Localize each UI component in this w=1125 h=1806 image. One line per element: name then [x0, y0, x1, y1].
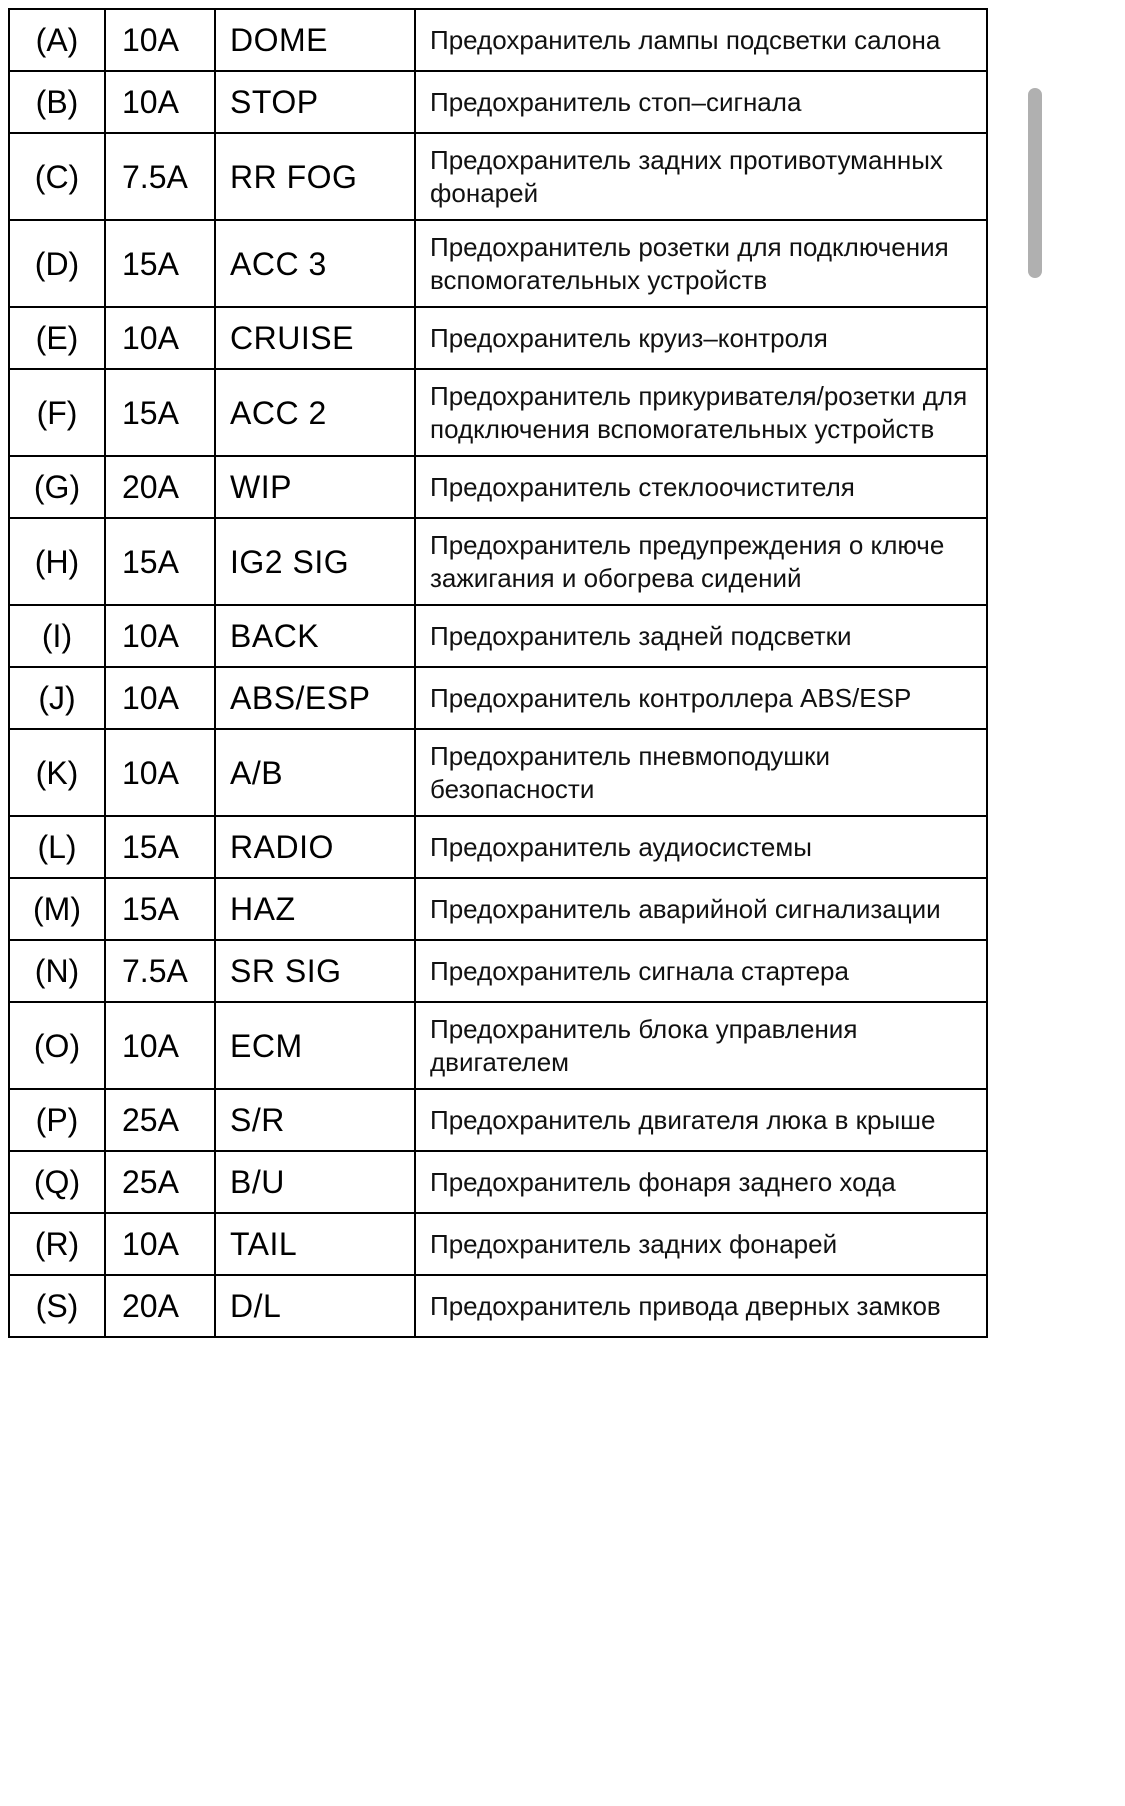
cell-id: (K): [9, 729, 105, 816]
cell-id: (F): [9, 369, 105, 456]
cell-id: (N): [9, 940, 105, 1002]
cell-id: (D): [9, 220, 105, 307]
cell-id: (M): [9, 878, 105, 940]
cell-description: Предохранитель сигнала стартера: [415, 940, 987, 1002]
cell-amperage: 10A: [105, 1213, 215, 1275]
scrollbar-thumb[interactable]: [1028, 88, 1042, 278]
cell-amperage: 10A: [105, 605, 215, 667]
table-row: (G)20AWIPПредохранитель стеклоочистителя: [9, 456, 987, 518]
table-row: (M)15AHAZПредохранитель аварийной сигнал…: [9, 878, 987, 940]
cell-id: (G): [9, 456, 105, 518]
cell-amperage: 10A: [105, 667, 215, 729]
cell-code: ACC 2: [215, 369, 415, 456]
cell-id: (A): [9, 9, 105, 71]
cell-description: Предохранитель задней подсветки: [415, 605, 987, 667]
table-row: (B)10ASTOPПредохранитель стоп–сигнала: [9, 71, 987, 133]
cell-amperage: 15A: [105, 369, 215, 456]
cell-amperage: 15A: [105, 878, 215, 940]
scrollbar-track[interactable]: [1028, 88, 1046, 588]
cell-amperage: 10A: [105, 9, 215, 71]
cell-description: Предохранитель розетки для подключения в…: [415, 220, 987, 307]
cell-description: Предохранитель предупреждения о ключе за…: [415, 518, 987, 605]
cell-id: (R): [9, 1213, 105, 1275]
cell-code: STOP: [215, 71, 415, 133]
cell-code: WIP: [215, 456, 415, 518]
cell-id: (C): [9, 133, 105, 220]
table-row: (N)7.5ASR SIGПредохранитель сигнала стар…: [9, 940, 987, 1002]
cell-amperage: 10A: [105, 1002, 215, 1089]
cell-code: A/B: [215, 729, 415, 816]
cell-code: B/U: [215, 1151, 415, 1213]
table-row: (E)10ACRUISEПредохранитель круиз–контрол…: [9, 307, 987, 369]
cell-code: ABS/ESP: [215, 667, 415, 729]
cell-id: (I): [9, 605, 105, 667]
cell-description: Предохранитель двигателя люка в крыше: [415, 1089, 987, 1151]
cell-amperage: 15A: [105, 518, 215, 605]
cell-description: Предохранитель привода дверных замков: [415, 1275, 987, 1337]
cell-description: Предохранитель задних противотуманных фо…: [415, 133, 987, 220]
cell-code: SR SIG: [215, 940, 415, 1002]
fuse-table-body: (A)10ADOMEПредохранитель лампы подсветки…: [9, 9, 987, 1337]
table-row: (K)10AA/BПредохранитель пневмоподушки бе…: [9, 729, 987, 816]
cell-id: (J): [9, 667, 105, 729]
cell-id: (O): [9, 1002, 105, 1089]
cell-amperage: 10A: [105, 71, 215, 133]
cell-code: CRUISE: [215, 307, 415, 369]
cell-id: (P): [9, 1089, 105, 1151]
cell-description: Предохранитель задних фонарей: [415, 1213, 987, 1275]
cell-amperage: 15A: [105, 220, 215, 307]
cell-code: ACC 3: [215, 220, 415, 307]
table-row: (F)15AACC 2Предохранитель прикуривателя/…: [9, 369, 987, 456]
cell-amperage: 20A: [105, 1275, 215, 1337]
cell-amperage: 7.5A: [105, 133, 215, 220]
cell-description: Предохранитель стоп–сигнала: [415, 71, 987, 133]
cell-description: Предохранитель лампы подсветки салона: [415, 9, 987, 71]
cell-amperage: 10A: [105, 307, 215, 369]
table-row: (I)10ABACKПредохранитель задней подсветк…: [9, 605, 987, 667]
cell-code: HAZ: [215, 878, 415, 940]
table-row: (J)10AABS/ESPПредохранитель контроллера …: [9, 667, 987, 729]
cell-code: ECM: [215, 1002, 415, 1089]
cell-id: (Q): [9, 1151, 105, 1213]
cell-code: DOME: [215, 9, 415, 71]
cell-description: Предохранитель блока управления двигател…: [415, 1002, 987, 1089]
cell-amperage: 7.5A: [105, 940, 215, 1002]
cell-description: Предохранитель круиз–контроля: [415, 307, 987, 369]
table-row: (Q)25AB/UПредохранитель фонаря заднего х…: [9, 1151, 987, 1213]
table-row: (R)10ATAILПредохранитель задних фонарей: [9, 1213, 987, 1275]
cell-code: D/L: [215, 1275, 415, 1337]
table-row: (L)15ARADIOПредохранитель аудиосистемы: [9, 816, 987, 878]
table-row: (O)10AECMПредохранитель блока управления…: [9, 1002, 987, 1089]
table-row: (A)10ADOMEПредохранитель лампы подсветки…: [9, 9, 987, 71]
cell-id: (H): [9, 518, 105, 605]
cell-description: Предохранитель стеклоочистителя: [415, 456, 987, 518]
cell-description: Предохранитель аудиосистемы: [415, 816, 987, 878]
cell-code: RADIO: [215, 816, 415, 878]
cell-description: Предохранитель контроллера ABS/ESP: [415, 667, 987, 729]
fuse-table: (A)10ADOMEПредохранитель лампы подсветки…: [8, 8, 988, 1338]
cell-id: (L): [9, 816, 105, 878]
table-row: (C)7.5ARR FOGПредохранитель задних проти…: [9, 133, 987, 220]
cell-amperage: 15A: [105, 816, 215, 878]
table-row: (D)15AACC 3Предохранитель розетки для по…: [9, 220, 987, 307]
cell-code: TAIL: [215, 1213, 415, 1275]
table-row: (S)20AD/LПредохранитель привода дверных …: [9, 1275, 987, 1337]
cell-code: RR FOG: [215, 133, 415, 220]
cell-code: BACK: [215, 605, 415, 667]
cell-description: Предохранитель фонаря заднего хода: [415, 1151, 987, 1213]
table-row: (H)15AIG2 SIGПредохранитель предупрежден…: [9, 518, 987, 605]
cell-amperage: 25A: [105, 1151, 215, 1213]
cell-id: (B): [9, 71, 105, 133]
cell-id: (S): [9, 1275, 105, 1337]
cell-code: S/R: [215, 1089, 415, 1151]
cell-description: Предохранитель прикуривателя/розетки для…: [415, 369, 987, 456]
cell-amperage: 20A: [105, 456, 215, 518]
cell-description: Предохранитель пневмоподушки безопасност…: [415, 729, 987, 816]
cell-description: Предохранитель аварийной сигнализации: [415, 878, 987, 940]
cell-amperage: 10A: [105, 729, 215, 816]
cell-amperage: 25A: [105, 1089, 215, 1151]
cell-code: IG2 SIG: [215, 518, 415, 605]
cell-id: (E): [9, 307, 105, 369]
table-row: (P)25AS/RПредохранитель двигателя люка в…: [9, 1089, 987, 1151]
